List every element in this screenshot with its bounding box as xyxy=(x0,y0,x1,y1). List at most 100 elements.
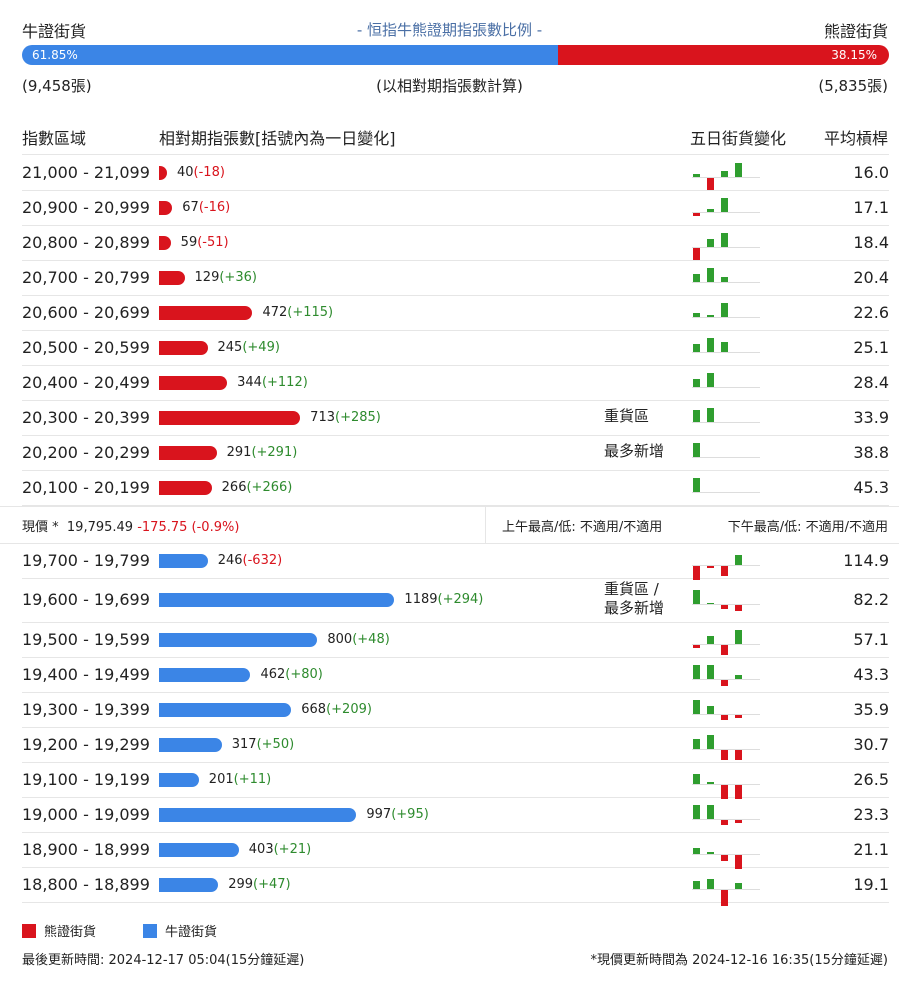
five-day-sparkline xyxy=(692,365,760,400)
sparkline-bar xyxy=(693,565,700,580)
sparkline-bar xyxy=(735,749,742,760)
sparkline-bar xyxy=(707,878,714,889)
contracts-count: 201 xyxy=(208,771,234,787)
contracts-count: 67 xyxy=(182,199,199,215)
sparkline-bar xyxy=(707,851,714,854)
table-row: 18,800 - 18,899 299(+47) 19.1 xyxy=(22,867,889,906)
five-day-sparkline xyxy=(692,435,760,470)
contracts-value: 668(+209) xyxy=(301,702,372,717)
sparkline-bar xyxy=(707,734,714,749)
bear-ratio-segment: 38.15% xyxy=(558,45,889,65)
index-range: 20,700 - 20,799 xyxy=(22,267,150,287)
five-day-sparkline xyxy=(692,832,760,869)
sparkline-baseline xyxy=(692,888,760,890)
contracts-count: 40 xyxy=(177,164,194,180)
sparkline-bar xyxy=(693,212,700,216)
avg-leverage: 28.4 xyxy=(853,372,889,392)
five-day-sparkline xyxy=(692,225,760,260)
avg-leverage: 38.8 xyxy=(853,442,889,462)
price-update-time: *現價更新時間為 2024-12-16 16:35(15分鐘延遲) xyxy=(590,953,888,968)
five-day-sparkline xyxy=(692,797,760,832)
bull-contracts-bar xyxy=(159,772,199,787)
table-row: 19,300 - 19,399 668(+209) 35.9 xyxy=(22,692,889,728)
sparkline-bar xyxy=(693,477,700,492)
index-range: 20,600 - 20,699 xyxy=(22,302,150,322)
sparkline-bar xyxy=(721,302,728,317)
sparkline-bar xyxy=(693,442,700,457)
contracts-change: (+80) xyxy=(285,666,323,682)
table-row: 20,500 - 20,599 245(+49) 25.1 xyxy=(22,330,889,366)
sparkline-baseline xyxy=(692,351,760,353)
bear-contract-count: (5,835張) xyxy=(818,77,888,95)
index-range: 20,800 - 20,899 xyxy=(22,232,150,252)
bear-contracts-bar xyxy=(159,340,208,355)
sparkline-bar xyxy=(693,312,700,317)
five-day-sparkline xyxy=(692,260,760,295)
ratio-title: - 恒指牛熊證期指張數比例 - xyxy=(356,21,543,39)
contracts-value: 344(+112) xyxy=(237,375,308,390)
sparkline-bar xyxy=(693,247,700,260)
sparkline-bar xyxy=(707,208,714,212)
sparkline-bar xyxy=(693,173,700,177)
index-range: 20,400 - 20,499 xyxy=(22,372,150,392)
contracts-count: 997 xyxy=(366,806,392,822)
contracts-count: 403 xyxy=(248,841,274,857)
sparkline-bar xyxy=(721,341,728,352)
sparkline-bar xyxy=(721,605,728,609)
sparkline-bar xyxy=(707,565,714,568)
five-day-sparkline xyxy=(692,762,760,799)
contracts-count: 59 xyxy=(180,234,198,250)
sparkline-baseline xyxy=(692,491,760,493)
table-row: 18,900 - 18,999 403(+21) 21.1 xyxy=(22,832,889,869)
sparkline-bar xyxy=(721,714,728,720)
contracts-count: 129 xyxy=(194,269,220,285)
sparkline-baseline xyxy=(692,748,760,750)
contracts-value: 800(+48) xyxy=(327,632,389,647)
contracts-count: 266 xyxy=(221,479,247,495)
sparkline-bar xyxy=(707,603,714,604)
sparkline-bar xyxy=(735,819,742,823)
bull-contracts-bar xyxy=(159,632,318,647)
contracts-value: 67(-16) xyxy=(182,200,230,215)
sparkline-bar xyxy=(693,847,700,854)
bear-contracts-bar xyxy=(159,375,228,390)
five-day-sparkline xyxy=(692,657,760,692)
table-row: 19,500 - 19,599 800(+48) 57.1 xyxy=(22,622,889,658)
five-day-sparkline xyxy=(692,867,760,906)
contracts-value: 317(+50) xyxy=(232,737,294,752)
table-row: 19,000 - 19,099 997(+95) 23.3 xyxy=(22,797,889,833)
table-row: 20,600 - 20,699 472(+115) 22.6 xyxy=(22,295,889,331)
sparkline-bar xyxy=(721,170,728,177)
five-day-sparkline xyxy=(692,578,760,622)
avg-leverage: 19.1 xyxy=(853,874,889,894)
header-divider xyxy=(22,154,889,155)
sparkline-bar xyxy=(721,679,728,686)
bear-swatch xyxy=(22,924,36,938)
sparkline-bar xyxy=(735,714,742,718)
five-day-sparkline xyxy=(692,295,760,330)
index-range: 20,900 - 20,999 xyxy=(22,197,150,217)
pm-high-low: 下午最高/低: 不適用/不適用 xyxy=(727,520,888,535)
five-day-sparkline xyxy=(692,470,760,505)
sparkline-baseline xyxy=(692,783,760,785)
table-row: 20,200 - 20,299 291(+291) 最多新增 38.8 xyxy=(22,435,889,471)
sparkline-baseline xyxy=(692,853,760,855)
bull-contracts-bar xyxy=(159,667,251,682)
contracts-count: 344 xyxy=(237,374,262,390)
five-day-sparkline xyxy=(692,692,760,727)
sparkline-bar xyxy=(693,378,700,387)
contracts-value: 245(+49) xyxy=(218,340,280,355)
sparkline-baseline xyxy=(692,246,760,248)
table-row: 20,800 - 20,899 59(-51) 18.4 xyxy=(22,225,889,261)
index-range: 19,600 - 19,699 xyxy=(22,590,150,609)
avg-leverage: 16.0 xyxy=(853,162,889,182)
current-price: 現價 * 19,795.49 -175.75 (-0.9%) xyxy=(22,520,240,535)
sparkline-bar xyxy=(735,605,742,611)
contracts-change: (-51) xyxy=(197,234,229,250)
contracts-count: 800 xyxy=(327,631,353,647)
index-range: 18,800 - 18,899 xyxy=(22,874,150,894)
bull-contracts-bar xyxy=(159,807,357,822)
bull-contracts-bar xyxy=(159,553,208,568)
contracts-count: 668 xyxy=(301,701,327,717)
avg-leverage: 20.4 xyxy=(853,267,889,287)
